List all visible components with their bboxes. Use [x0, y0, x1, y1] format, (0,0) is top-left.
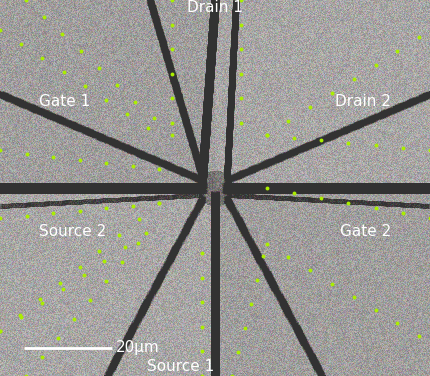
- Text: Source 1: Source 1: [147, 359, 214, 374]
- Text: Gate 1: Gate 1: [39, 94, 90, 109]
- Text: Drain 2: Drain 2: [335, 94, 391, 109]
- Text: 20μm: 20μm: [116, 340, 160, 355]
- Text: Source 2: Source 2: [39, 224, 106, 239]
- Text: Gate 2: Gate 2: [340, 224, 391, 239]
- Text: Drain 1: Drain 1: [187, 0, 243, 15]
